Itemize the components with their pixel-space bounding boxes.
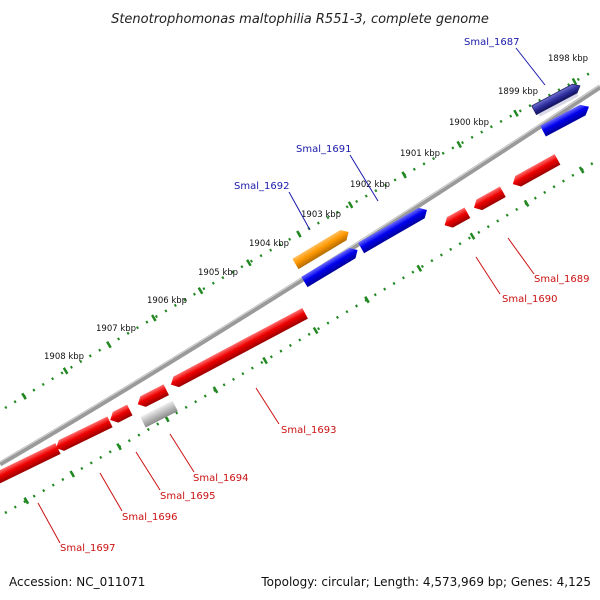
major-tick xyxy=(469,232,476,240)
gene-smal-1697[interactable] xyxy=(0,443,61,489)
gene-smal-1691[interactable] xyxy=(358,205,430,254)
gene-label[interactable]: Smal_1691 xyxy=(296,144,351,155)
major-tick xyxy=(151,314,157,322)
gene-label[interactable]: Smal_1697 xyxy=(60,543,115,554)
major-tick xyxy=(116,442,122,451)
gene-reverse-arrow[interactable] xyxy=(135,384,169,409)
major-tick xyxy=(401,171,407,179)
gene-smal-1687-selected[interactable] xyxy=(531,81,584,117)
major-tick xyxy=(364,296,370,304)
scale-label: 1906 kbp xyxy=(147,296,187,306)
scale-label: 1899 kbp xyxy=(498,87,538,97)
gene-smal-1693[interactable] xyxy=(168,308,308,390)
gene-label[interactable]: Smal_1689 xyxy=(534,274,589,285)
scale-label: 1900 kbp xyxy=(449,118,489,128)
major-tick xyxy=(69,470,76,478)
major-tick xyxy=(197,287,204,295)
scale-label: 1904 kbp xyxy=(249,239,289,249)
major-tick xyxy=(571,77,578,86)
major-tick xyxy=(21,392,27,400)
major-tick xyxy=(246,259,252,267)
gene-smal-1696[interactable] xyxy=(53,416,113,453)
gene-label[interactable]: Smal_1687 xyxy=(464,37,519,48)
genome-backbone xyxy=(0,84,600,467)
gene-labels: Smal_1687 Smal_1691 Smal_1692 Smal_1689 … xyxy=(60,37,589,554)
major-tick xyxy=(347,201,354,209)
gene-forward-arrow[interactable] xyxy=(540,101,592,137)
scale-label: 1905 kbp xyxy=(198,268,238,278)
scale-label: 1902 kbp xyxy=(350,180,390,190)
gene-label[interactable]: Smal_1696 xyxy=(122,512,177,523)
gene-label[interactable]: Smal_1692 xyxy=(234,181,289,192)
gene-label[interactable]: Smal_1693 xyxy=(281,425,336,436)
gene-smal-1694-pseudo[interactable] xyxy=(140,400,178,428)
reverse-genes xyxy=(0,154,561,489)
map-title: Stenotrophomonas maltophilia R551-3, com… xyxy=(111,12,489,27)
major-tick xyxy=(416,264,423,272)
genome-backbone-highlight xyxy=(0,84,600,463)
scale-label: 1898 kbp xyxy=(548,54,588,64)
major-tick xyxy=(262,356,268,365)
major-ticks xyxy=(21,77,585,505)
scale-label: 1907 kbp xyxy=(96,324,136,334)
gene-smal-1689[interactable] xyxy=(510,154,561,189)
major-tick xyxy=(296,230,302,238)
gene-forward-arrow[interactable] xyxy=(301,245,360,288)
gene-label[interactable]: Smal_1694 xyxy=(193,473,248,484)
gene-smal-1692-highlight[interactable] xyxy=(292,227,351,270)
scale-label: 1903 kbp xyxy=(301,210,341,220)
callout-lines xyxy=(37,47,546,544)
inner-scale-arc xyxy=(4,158,599,515)
gene-label[interactable]: Smal_1690 xyxy=(502,294,557,305)
major-tick xyxy=(513,109,519,117)
major-tick xyxy=(312,326,319,335)
major-tick xyxy=(523,199,530,208)
gene-smal-1695[interactable] xyxy=(107,404,133,426)
major-tick xyxy=(62,367,69,375)
scale-labels: 1898 kbp 1899 kbp 1900 kbp 1901 kbp 1902… xyxy=(44,54,588,362)
scale-label: 1901 kbp xyxy=(400,149,440,159)
genome-summary-text: Topology: circular; Length: 4,573,969 bp… xyxy=(260,575,591,589)
major-tick xyxy=(23,497,30,505)
gene-label[interactable]: Smal_1695 xyxy=(160,491,215,502)
major-tick xyxy=(578,166,585,174)
gene-smal-1690[interactable] xyxy=(471,186,506,213)
major-tick xyxy=(212,386,219,394)
scale-label: 1908 kbp xyxy=(44,352,84,362)
major-tick xyxy=(106,341,112,349)
outer-scale-arc xyxy=(4,70,593,410)
accession-text: Accession: NC_011071 xyxy=(9,575,145,589)
gene-reverse-arrow[interactable] xyxy=(442,207,471,230)
major-tick xyxy=(456,140,462,149)
forward-genes xyxy=(292,81,592,288)
